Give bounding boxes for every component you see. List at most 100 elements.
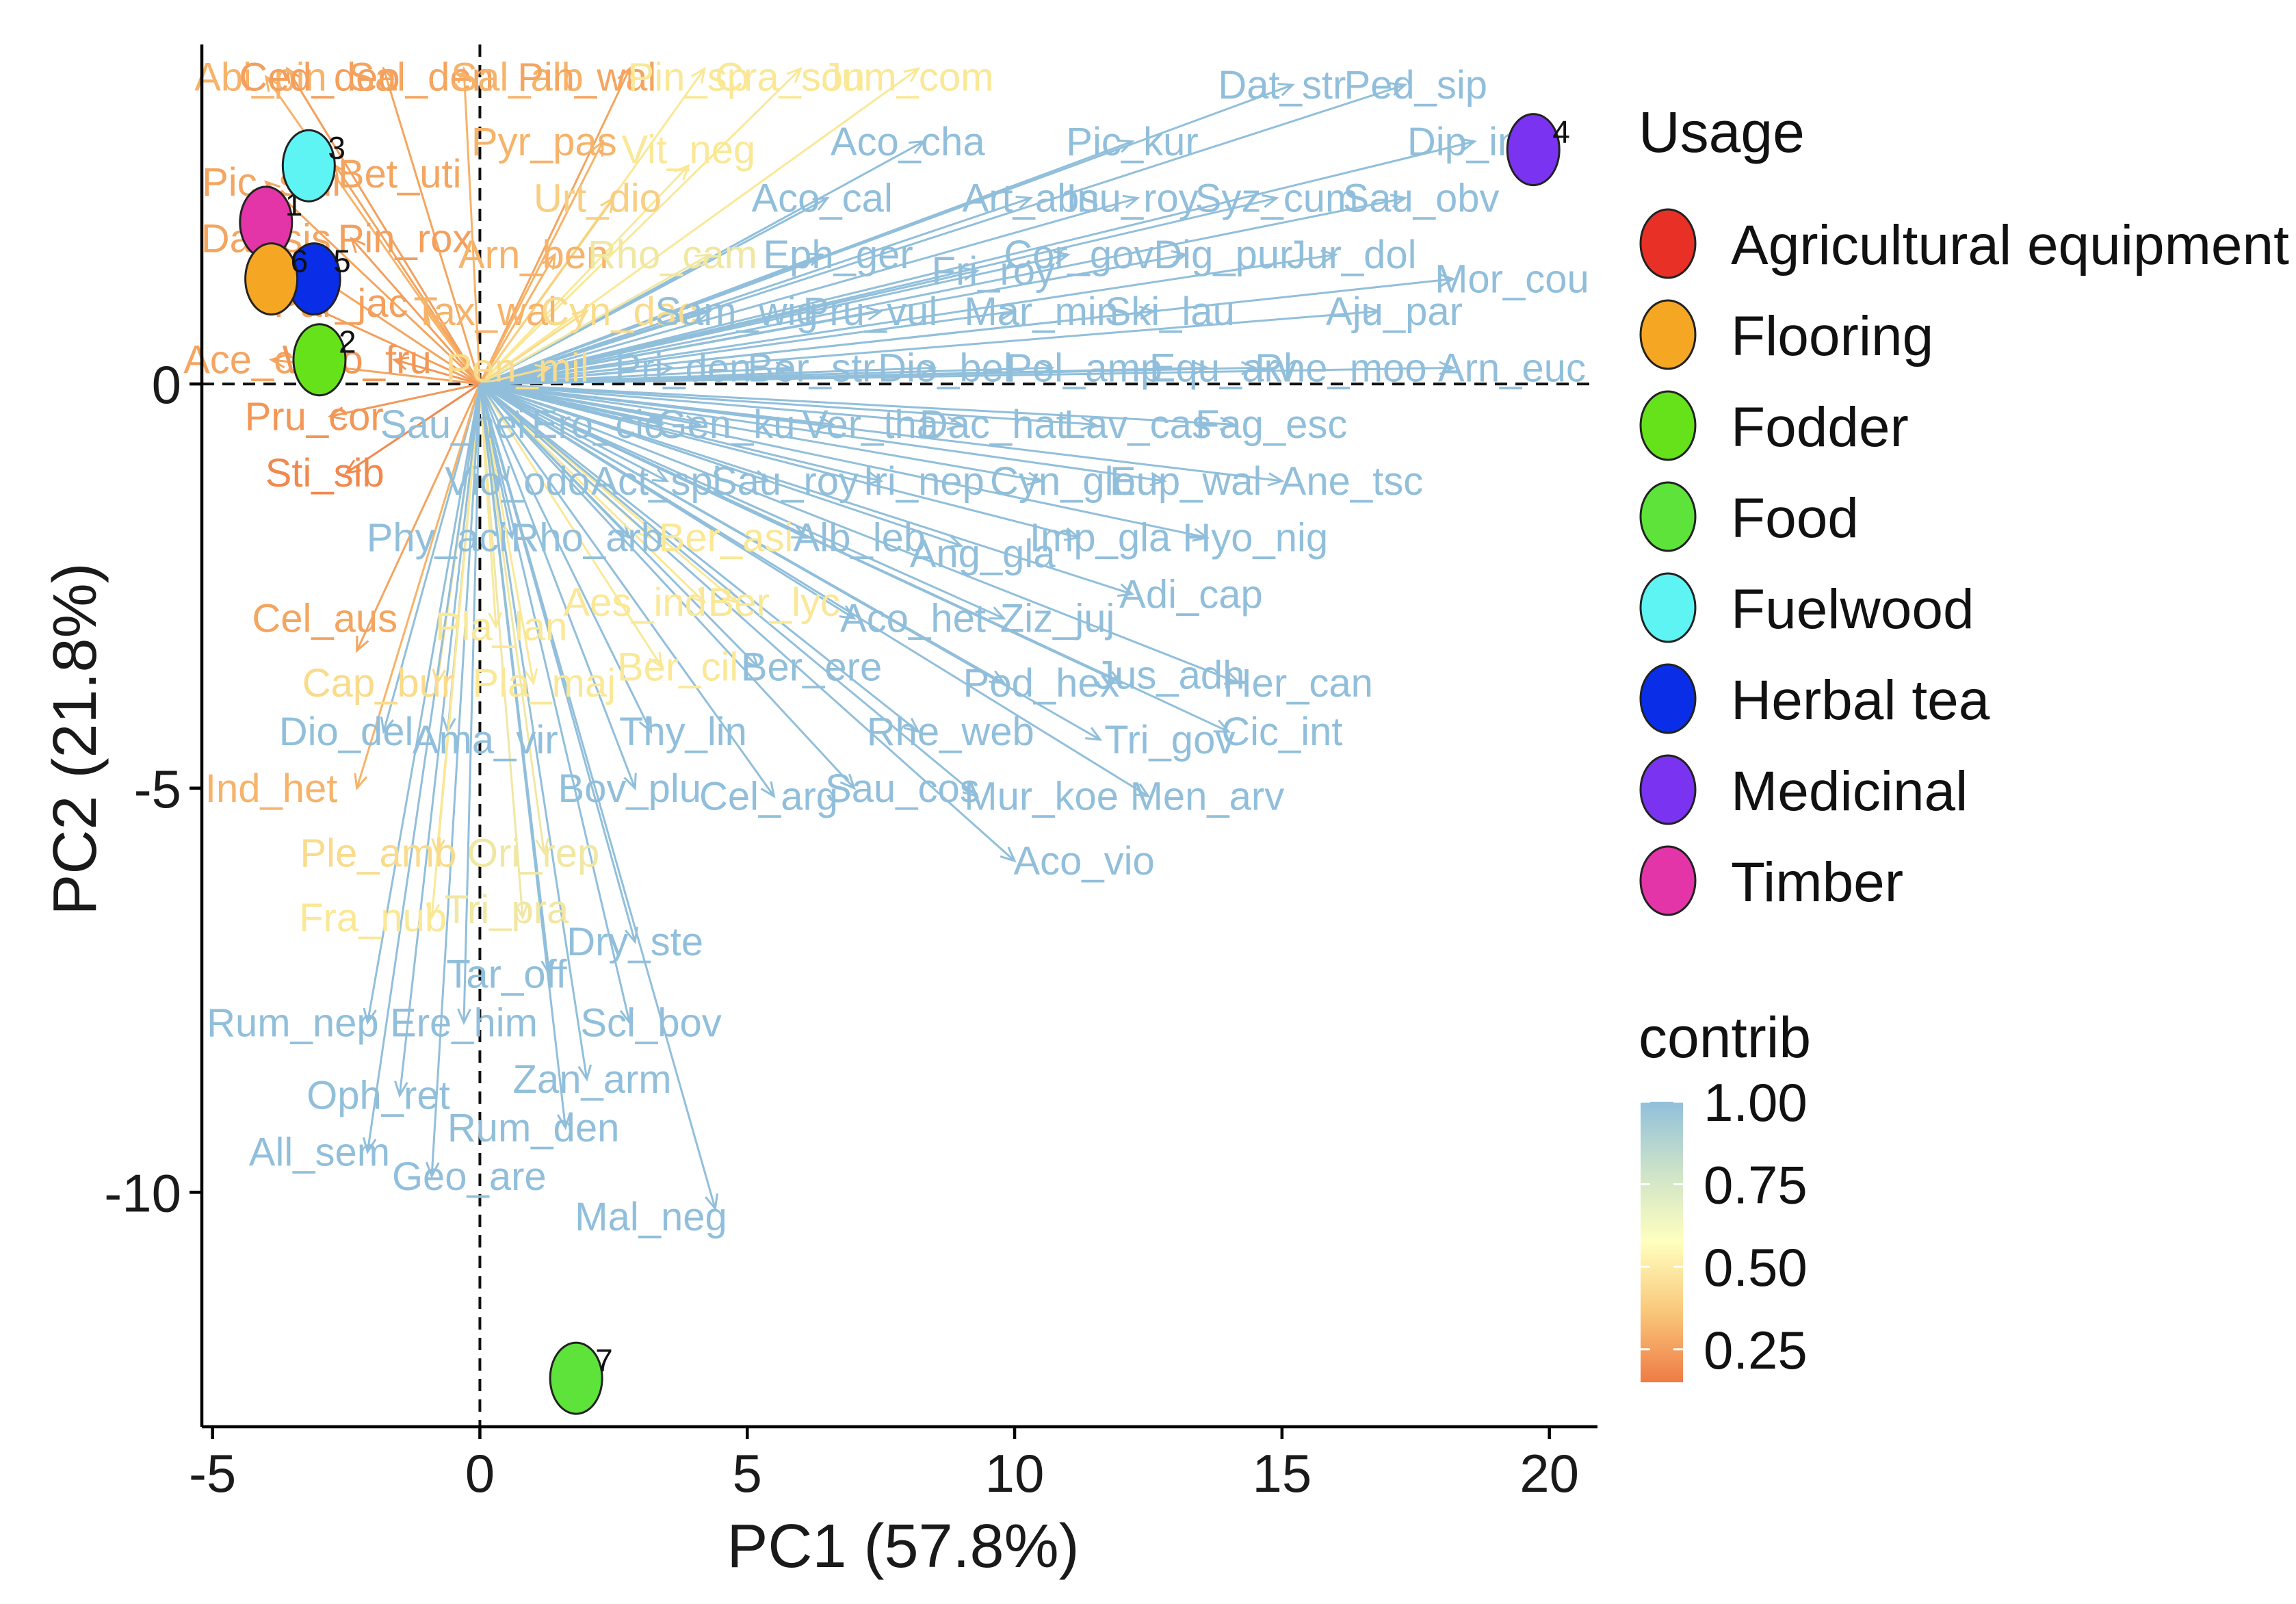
arrow-head — [865, 471, 884, 485]
arrow-head — [812, 196, 830, 211]
arrow-adi-cap — [479, 383, 1135, 597]
var-label-ane-tsc: Ane_tsc — [1280, 459, 1424, 504]
colorbar-tick-label: 0.25 — [1704, 1320, 1808, 1380]
var-label-geo-are: Geo_are — [392, 1154, 547, 1199]
var-label-dio-bel: Dio_bel — [878, 346, 1013, 391]
colorbar-tick-label: 0.50 — [1704, 1237, 1808, 1297]
arrow-head — [1459, 138, 1477, 152]
arrow-geo-are — [425, 384, 481, 1179]
var-label-ber-lyc: Ber_lyc — [708, 580, 840, 625]
var-label-pol-amp: Pol_amp — [1006, 346, 1162, 391]
arrow-head — [1390, 82, 1408, 96]
arrow-imp-gla — [480, 383, 1082, 541]
arrow-tri-gov — [479, 383, 1103, 741]
var-label-pic-kur: Pic_kur — [1066, 120, 1198, 164]
arrow-shaft — [479, 253, 711, 385]
var-label-rhe-moo: Rhe_moo — [1255, 346, 1426, 391]
arrow-ced-deo — [286, 66, 481, 385]
arrow-shaft — [382, 383, 481, 732]
arrow-sti-sib — [343, 383, 481, 475]
x-tick-label: 5 — [733, 1443, 762, 1503]
arrow-shaft — [479, 383, 668, 482]
arrow-shaft — [430, 384, 481, 918]
legend-title-usage: Usage — [1639, 100, 1805, 164]
observation-label-7: 7 — [595, 1343, 613, 1378]
arrow-vit-neg — [479, 164, 690, 385]
var-label-cic-int: Cic_int — [1221, 710, 1342, 754]
arrow-head — [617, 66, 631, 84]
var-label-pru-vul: Pru_vul — [803, 289, 938, 334]
arrow-shaft — [480, 383, 962, 426]
arrow-head — [425, 1161, 440, 1179]
arrow-shaft — [479, 383, 1101, 741]
arrow-head — [1192, 528, 1210, 542]
legend-item-medicinal: Medicinal — [1639, 754, 1968, 825]
arrow-shaft — [479, 383, 1229, 733]
var-label-cel-aus: Cel_aus — [252, 597, 397, 641]
var-label-sam-wig: Sam_wig — [655, 289, 818, 334]
arrow-shaft — [480, 383, 1234, 426]
arrow-shaft — [480, 383, 1208, 539]
arrow-head — [989, 606, 1006, 620]
var-label-all-sem: All_sem — [249, 1130, 390, 1174]
arrow-shaft — [478, 383, 566, 1128]
arrow-shaft — [462, 384, 481, 1023]
arrow-head — [1063, 527, 1082, 541]
var-label-ere-him: Ere_him — [390, 1000, 538, 1045]
arrow-urt-dio — [479, 196, 615, 385]
arrow-jur-dol — [480, 249, 1338, 385]
var-label-fra-nub: Fra_nub — [299, 896, 447, 940]
arrow-her-can — [479, 383, 1242, 685]
arrow-head — [350, 236, 366, 253]
var-label-rhe-web: Rhe_web — [867, 710, 1034, 754]
observation-point-4 — [1506, 113, 1561, 187]
arrow-pin-rox — [350, 236, 481, 385]
arrow-eup-wal — [480, 383, 1167, 487]
var-label-jur-dol: Jur_dol — [1286, 233, 1416, 277]
arrow-ere-him — [457, 384, 481, 1026]
var-label-rho-cam: Rho_cam — [588, 233, 757, 277]
arrow-head — [839, 773, 857, 790]
arrow-head — [1171, 250, 1188, 264]
arrow-shaft — [479, 383, 652, 732]
var-label-pen-mil: Pen_mil — [445, 346, 589, 391]
arrow-shaft — [356, 383, 481, 789]
x-tick-label: 10 — [985, 1443, 1045, 1503]
var-label-pru-cor: Pru_cor — [245, 394, 384, 439]
var-label-rum-den: Rum_den — [447, 1106, 619, 1150]
arrow-head — [1213, 719, 1231, 733]
var-label-alb-leb: Alb_leb — [794, 516, 926, 560]
arrow-shaft — [480, 367, 1453, 385]
var-label-tri-gov: Tri_gov — [1104, 718, 1235, 762]
arrow-head — [903, 717, 921, 734]
arrow-head — [327, 406, 345, 421]
variable-labels: Abi_pinCed_deoSal_denSal_albPin_walPin_s… — [183, 55, 1589, 1239]
var-label-pin-sp: Pin_sp — [628, 55, 749, 99]
x-tick-label: 15 — [1252, 1443, 1312, 1503]
arrow-ane-tsc — [480, 383, 1285, 487]
var-label-sti-sib: Sti_sib — [265, 451, 384, 495]
arrow-shaft — [478, 383, 535, 684]
arrow-cyn-dac — [479, 309, 589, 385]
var-label-eup-wal: Eup_wal — [1110, 459, 1262, 504]
arrow-bov-plu — [479, 383, 637, 791]
arrow-shaft — [480, 196, 1405, 385]
arrow-head — [962, 782, 980, 798]
var-label-mar-min: Mar_min — [964, 289, 1119, 334]
arrow-sal-den — [380, 66, 481, 385]
arrow-shaft — [479, 197, 829, 385]
legend-swatch — [1639, 299, 1697, 370]
arrow-head — [457, 66, 472, 83]
var-label-ber-str: Ber_str — [748, 346, 876, 391]
var-label-iri-nep: Iri_nep — [863, 459, 984, 504]
arrow-shaft — [479, 310, 588, 385]
arrow-ziz-juj — [479, 383, 1006, 620]
arrow-shaft — [330, 383, 480, 417]
legend-label: Flooring — [1731, 305, 1933, 367]
colorbar-tick-label: 0.75 — [1704, 1155, 1808, 1215]
arrow-pyr-pas — [479, 139, 604, 385]
contrib-colorbar — [1641, 1102, 1683, 1382]
arrow-fri-roy — [480, 266, 980, 385]
var-label-cyn-dac: Cyn_dac — [540, 289, 697, 334]
arrow-shaft — [480, 383, 1095, 426]
